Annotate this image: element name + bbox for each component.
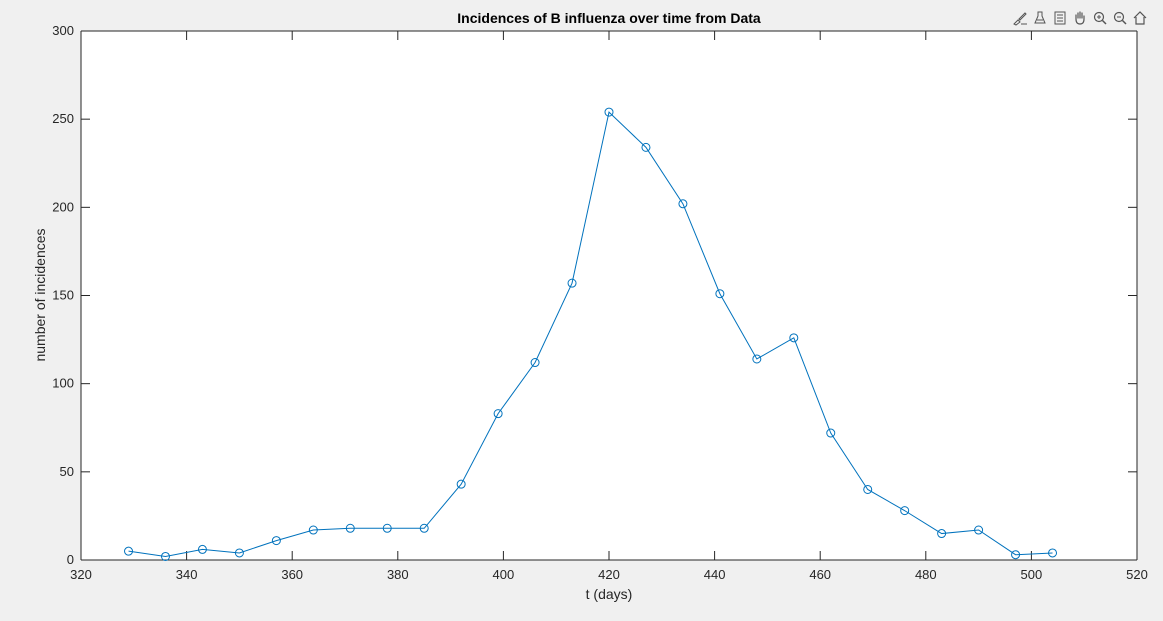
- data-point: [863, 484, 873, 494]
- data-point: [456, 479, 466, 489]
- y-axis: 0 50 100 150 200 250 300: [52, 23, 1137, 567]
- data-point: [493, 409, 503, 419]
- x-tick-label: 340: [176, 567, 198, 582]
- x-axis-label: t (days): [586, 586, 633, 602]
- data-point: [937, 529, 947, 539]
- data-point: [974, 525, 984, 535]
- data-point: [641, 142, 651, 152]
- x-tick-label: 500: [1021, 567, 1043, 582]
- home-icon[interactable]: [1131, 9, 1149, 27]
- data-point: [308, 525, 318, 535]
- x-tick-label: 480: [915, 567, 937, 582]
- x-axis: 320 340 360 380 400 420 440 460 480 500 520: [70, 31, 1148, 582]
- x-tick-label: 400: [493, 567, 515, 582]
- legend-icon[interactable]: [1051, 9, 1069, 27]
- x-tick-label: 320: [70, 567, 92, 582]
- zoom-in-icon[interactable]: [1091, 9, 1109, 27]
- data-point: [900, 506, 910, 516]
- data-point: [1048, 548, 1058, 558]
- data-point: [789, 333, 799, 343]
- data-point: [1011, 550, 1021, 560]
- data-tips-icon[interactable]: [1031, 9, 1049, 27]
- y-tick-label: 250: [52, 111, 74, 126]
- x-tick-label: 420: [598, 567, 620, 582]
- y-tick-label: 150: [52, 288, 74, 303]
- data-point: [382, 523, 392, 533]
- data-point: [419, 523, 429, 533]
- data-point: [160, 551, 170, 561]
- y-axis-label: number of incidences: [32, 228, 48, 361]
- x-tick-label: 520: [1126, 567, 1148, 582]
- data-point: [604, 107, 614, 117]
- pan-icon[interactable]: [1071, 9, 1089, 27]
- y-tick-label: 0: [67, 552, 74, 567]
- data-point: [567, 278, 577, 288]
- chart-title: Incidences of B influenza over time from…: [457, 10, 761, 26]
- series-line: [128, 111, 1053, 557]
- data-point: [197, 544, 207, 554]
- data-point: [678, 199, 688, 209]
- axes-background: [81, 31, 1137, 560]
- x-tick-label: 380: [387, 567, 409, 582]
- x-tick-label: 360: [281, 567, 303, 582]
- y-tick-label: 100: [52, 376, 74, 391]
- y-tick-label: 200: [52, 199, 74, 214]
- data-point: [271, 536, 281, 546]
- y-tick-label: 300: [52, 23, 74, 38]
- x-tick-label: 460: [809, 567, 831, 582]
- axes-toolbar: [1011, 8, 1149, 28]
- series-layer: [124, 107, 1058, 561]
- data-point: [530, 358, 540, 368]
- data-point: [234, 548, 244, 558]
- data-point: [752, 354, 762, 364]
- data-point: [715, 289, 725, 299]
- data-point: [345, 523, 355, 533]
- data-point: [826, 428, 836, 438]
- y-tick-label: 50: [60, 464, 74, 479]
- brush-icon[interactable]: [1011, 9, 1029, 27]
- x-tick-label: 440: [704, 567, 726, 582]
- zoom-out-icon[interactable]: [1111, 9, 1129, 27]
- data-point: [124, 546, 134, 556]
